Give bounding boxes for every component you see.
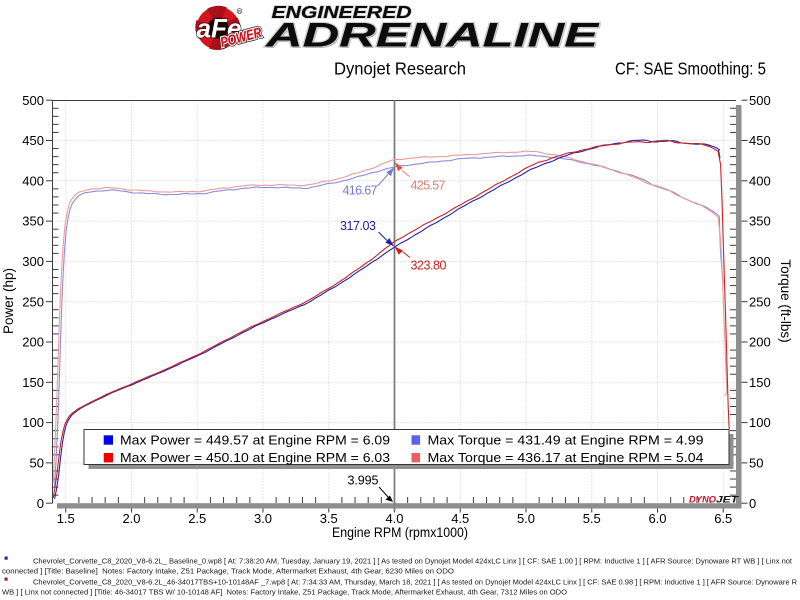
svg-text:300: 300 <box>749 254 771 269</box>
svg-text:Dynojet Research: Dynojet Research <box>334 59 466 79</box>
svg-text:100: 100 <box>22 415 44 430</box>
svg-text:400: 400 <box>749 173 771 188</box>
svg-text:250: 250 <box>749 294 771 309</box>
svg-text:Power (hp): Power (hp) <box>1 268 16 334</box>
svg-text:Max Torque = 436.17 at Engine: Max Torque = 436.17 at Engine RPM = 5.04 <box>428 450 704 465</box>
svg-text:0: 0 <box>749 496 756 511</box>
svg-text:ADRENALINE: ADRENALINE <box>265 16 600 54</box>
svg-text:Chevrolet_Corvette_C8_2020_V8-: Chevrolet_Corvette_C8_2020_V8-6.2L_ Base… <box>33 556 793 565</box>
svg-text:3.5: 3.5 <box>320 511 338 526</box>
svg-text:Max Torque = 431.49 at Engine: Max Torque = 431.49 at Engine RPM = 4.99 <box>428 432 704 447</box>
svg-text:3.995: 3.995 <box>348 474 379 488</box>
svg-text:200: 200 <box>749 335 771 350</box>
svg-text:ADRENALINE: ADRENALINE <box>265 16 600 54</box>
svg-text:JET: JET <box>716 495 739 506</box>
svg-text:400: 400 <box>22 173 44 188</box>
svg-text:425.57: 425.57 <box>411 179 446 193</box>
svg-text:3.0: 3.0 <box>254 511 272 526</box>
svg-text:300: 300 <box>22 254 44 269</box>
svg-text:450: 450 <box>749 133 771 148</box>
svg-text:6.0: 6.0 <box>648 511 666 526</box>
svg-text:4.5: 4.5 <box>451 511 469 526</box>
svg-text:150: 150 <box>22 375 44 390</box>
svg-text:5.5: 5.5 <box>583 511 601 526</box>
svg-text:350: 350 <box>749 214 771 229</box>
svg-text:350: 350 <box>22 214 44 229</box>
svg-text:WB ] [ Linx not connected ] [T: WB ] [ Linx not connected ] [Title: 46-3… <box>2 587 567 596</box>
svg-text:323.80: 323.80 <box>411 259 447 273</box>
svg-text:1.5: 1.5 <box>57 511 75 526</box>
svg-text:416.67: 416.67 <box>343 184 378 198</box>
svg-text:DYNO: DYNO <box>689 495 717 506</box>
svg-text:150: 150 <box>749 375 771 390</box>
svg-text:100: 100 <box>749 415 771 430</box>
svg-text:Max Power = 450.10 at Engine R: Max Power = 450.10 at Engine RPM = 6.03 <box>120 450 390 465</box>
svg-text:50: 50 <box>30 456 44 471</box>
svg-text:2.0: 2.0 <box>122 511 140 526</box>
svg-text:0: 0 <box>37 496 44 511</box>
svg-text:Chevrolet_Corvette_C8_2020_V8-: Chevrolet_Corvette_C8_2020_V8-6.2L_46-34… <box>33 577 798 586</box>
svg-text:CF: SAE Smoothing: 5: CF: SAE Smoothing: 5 <box>615 59 766 79</box>
svg-text:connected ] [Title: Baseline]: connected ] [Title: Baseline] Notes: Fac… <box>2 566 454 575</box>
svg-text:Max Power = 449.57 at Engine R: Max Power = 449.57 at Engine RPM = 6.09 <box>120 432 390 447</box>
svg-text:250: 250 <box>22 294 44 309</box>
svg-text:5.0: 5.0 <box>517 511 535 526</box>
svg-text:50: 50 <box>749 456 763 471</box>
svg-text:Engine RPM (rpmx1000): Engine RPM (rpmx1000) <box>332 524 468 540</box>
svg-text:R: R <box>238 9 241 14</box>
svg-text:2.5: 2.5 <box>188 511 206 526</box>
svg-text:200: 200 <box>22 335 44 350</box>
svg-text:500: 500 <box>749 93 771 108</box>
svg-text:ADRENALINE: ADRENALINE <box>266 18 601 56</box>
svg-text:450: 450 <box>22 133 44 148</box>
svg-text:ENGINEERED: ENGINEERED <box>272 2 412 22</box>
svg-text:500: 500 <box>22 93 44 108</box>
svg-text:Torque (ft-lbs): Torque (ft-lbs) <box>778 259 793 342</box>
svg-text:ENGINEERED: ENGINEERED <box>272 2 412 22</box>
svg-text:6.5: 6.5 <box>714 511 732 526</box>
svg-text:4.0: 4.0 <box>385 511 403 526</box>
svg-text:aFe: aFe <box>197 14 242 44</box>
svg-text:317.03: 317.03 <box>340 219 376 233</box>
